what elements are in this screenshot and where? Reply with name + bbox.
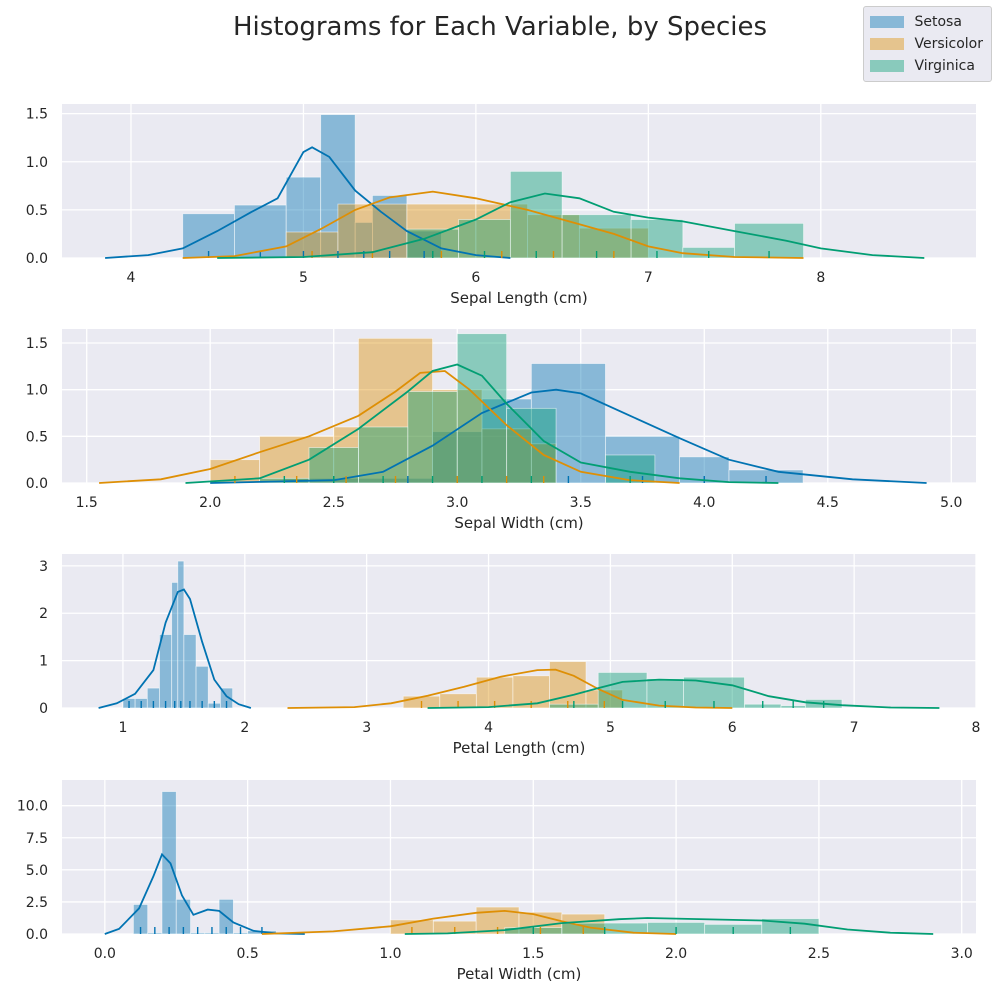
x-tick-label: 7 [850,720,859,736]
kde-line-virginica [217,192,925,259]
x-tick-label: 0.0 [94,946,116,962]
y-tick-label: 10.0 [17,799,48,815]
y-tick-label: 0.0 [26,251,48,267]
y-tick-label: 3 [39,559,48,575]
x-tick-label: 1.5 [522,946,544,962]
y-tick-label: 1.5 [26,107,48,123]
kde-line-setosa [210,388,927,484]
histogram-bar-virginica [358,426,409,484]
y-tick-label: 0.0 [26,927,48,943]
x-tick-label: 4 [484,720,493,736]
kde-line-versicolor [182,190,804,259]
legend-swatch-virginica [870,60,905,72]
histogram-bar-virginica [509,170,563,259]
histogram-bar-versicolor [259,435,335,484]
histogram-bar-versicolor [358,337,433,484]
x-tick-label: 5.0 [940,495,962,511]
x-tick-label: 1.0 [379,946,401,962]
x-tick-label: 4.5 [817,495,839,511]
y-tick-label: 2.5 [26,895,48,911]
histogram-bar-setosa [177,560,185,709]
legend: Setosa Versicolor Virginica [863,6,992,82]
x-tick-label: 8 [972,720,981,736]
x-axis-label: Sepal Length (cm) [450,289,587,307]
x-tick-label: 3 [362,720,371,736]
x-axis-label: Sepal Width (cm) [454,514,583,532]
x-tick-label: 6 [728,720,737,736]
y-tick-label: 1 [39,654,48,670]
panel-sepal-length-cm: 4 5 6 7 8 0.0 0.5 1.0 1.5 Sepal Length (cm) [26,104,976,307]
kde-line-setosa [105,146,511,259]
y-tick-label: 0.5 [26,203,48,219]
x-tick-label: 6 [471,270,480,286]
x-tick-label: 2 [240,720,249,736]
histogram-bar-versicolor [475,203,529,259]
kde-line-versicolor [99,370,680,484]
kde-line-virginica [404,917,934,935]
kde-line-setosa [104,852,305,935]
legend-swatch-versicolor [870,38,905,50]
x-tick-label: 7 [644,270,653,286]
kde-line-setosa [98,588,252,709]
y-tick-label: 5.0 [26,863,48,879]
kde-line-virginica [427,678,940,709]
panel-petal-width-cm: 0.0 0.5 1.0 1.5 2.0 2.5 3.0 0.0 2.5 5.0 7.5 10.0 Pet… [17,780,976,983]
x-tick-label: 3.0 [446,495,468,511]
legend-item-setosa: Setosa [870,11,983,33]
histogram-bar-setosa [234,204,287,259]
x-tick-label: 5 [299,270,308,286]
legend-label-virginica: Virginica [914,58,975,74]
histogram-bar-virginica [407,391,458,484]
figure-title: Histograms for Each Variable, by Species [232,12,768,42]
legend-label-versicolor: Versicolor [914,36,983,52]
histogram-bar-setosa [530,363,606,484]
x-axis-label: Petal Length (cm) [453,739,586,757]
x-tick-label: 0.5 [237,946,259,962]
x-tick-label: 3.5 [570,495,592,511]
x-tick-label: 2.5 [808,946,830,962]
x-tick-label: 5 [606,720,615,736]
x-axis-label: Petal Width (cm) [457,965,582,983]
kde-line-versicolor [287,668,733,709]
x-tick-label: 1.5 [76,495,98,511]
x-tick-label: 2.0 [665,946,687,962]
y-tick-label: 1.0 [26,383,48,399]
y-tick-label: 1.5 [26,336,48,352]
y-tick-label: 0.0 [26,476,48,492]
histogram-bar-setosa [183,634,197,709]
x-tick-label: 4.0 [693,495,715,511]
x-tick-label: 1 [118,720,127,736]
y-tick-label: 1.0 [26,155,48,171]
x-tick-label: 3.0 [951,946,973,962]
y-tick-label: 0.5 [26,429,48,445]
y-tick-label: 0 [39,701,48,717]
panel-petal-length-cm: 1 2 3 4 5 6 7 8 0 1 2 3 Petal Length (cm) [39,554,980,757]
x-tick-label: 2.0 [199,495,221,511]
x-tick-label: 4 [127,270,136,286]
legend-item-versicolor: Versicolor [870,33,983,55]
kde-line-virginica [185,363,779,484]
x-tick-label: 2.5 [323,495,345,511]
legend-label-setosa: Setosa [914,14,962,30]
plot-background [62,329,976,483]
histogram-bar-virginica [456,333,508,484]
y-tick-label: 7.5 [26,831,48,847]
y-tick-label: 2 [39,606,48,622]
legend-swatch-setosa [870,16,905,28]
plot-background [62,554,976,708]
panel-sepal-width-cm: 1.5 2.0 2.5 3.0 3.5 4.0 4.5 5.0 0.0 0.5 1.0 1.5 Sepa… [26,329,976,532]
histogram-bar-versicolor [337,203,408,259]
histogram-bar-setosa [159,634,173,709]
legend-item-virginica: Virginica [870,55,983,77]
x-tick-label: 8 [816,270,825,286]
